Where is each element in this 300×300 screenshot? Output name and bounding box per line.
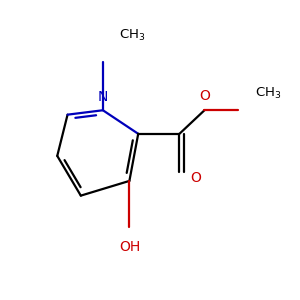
Text: OH: OH [119, 240, 140, 254]
Text: O: O [199, 89, 210, 103]
Text: CH$_3$: CH$_3$ [119, 27, 146, 43]
Text: CH$_3$: CH$_3$ [254, 86, 281, 101]
Text: O: O [190, 171, 202, 185]
Text: N: N [98, 90, 108, 104]
